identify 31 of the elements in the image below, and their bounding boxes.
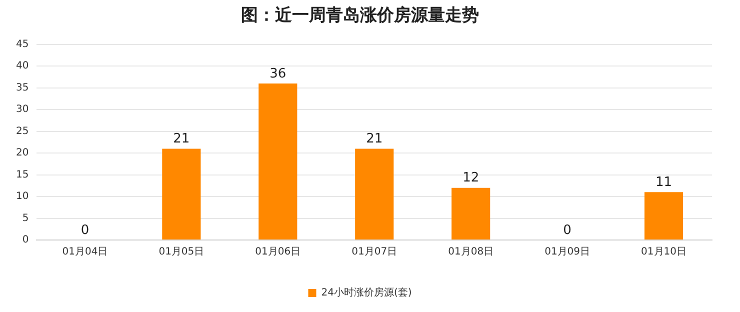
bar (452, 188, 490, 240)
y-tick-label: 45 (16, 38, 29, 50)
x-tick-label: 01月10日 (641, 246, 686, 258)
y-tick-label: 10 (16, 191, 29, 202)
bar (355, 148, 394, 240)
y-tick-label: 20 (16, 148, 29, 159)
y-tick-label: 30 (16, 104, 29, 116)
legend-label: 24小时涨价房源(套) (321, 286, 412, 299)
y-tick-label: 5 (22, 212, 29, 224)
data-label: 11 (655, 175, 672, 190)
data-label: 21 (366, 132, 383, 147)
y-tick-label: 0 (22, 234, 29, 246)
y-tick-label: 35 (16, 82, 29, 94)
data-label: 0 (80, 222, 90, 238)
y-tick-label: 40 (16, 60, 29, 72)
data-label: 21 (173, 132, 190, 147)
x-tick-label: 01月07日 (352, 246, 398, 258)
bar (644, 192, 684, 240)
data-label: 0 (563, 222, 572, 238)
x-tick-label: 01月08日 (448, 246, 494, 258)
x-tick-label: 01月09日 (544, 246, 590, 258)
y-tick-label: 25 (16, 126, 29, 137)
x-tick-label: 01月04日 (62, 246, 108, 258)
chart-title: 图：近一周青岛涨价房源量走势 (241, 6, 479, 26)
x-tick-label: 01月06日 (255, 246, 301, 258)
bar (162, 148, 201, 240)
y-tick-label: 15 (16, 169, 29, 180)
data-label: 12 (462, 170, 480, 186)
data-label: 36 (270, 66, 286, 82)
x-tick-label: 01月05日 (158, 246, 204, 258)
bar (258, 84, 298, 240)
